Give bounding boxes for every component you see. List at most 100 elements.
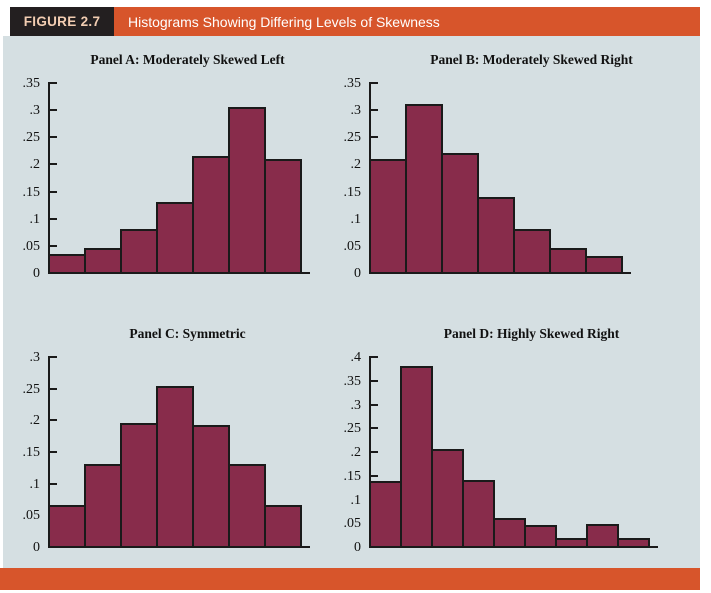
y-tick-mark: [371, 474, 378, 477]
y-axis-labels: .3 .25 .2 .15 .1 .05 0: [12, 350, 48, 555]
y-tick-label: 0: [33, 266, 40, 281]
panel-c-chart: .3 .25 .2 .15 .1 .05 0: [12, 350, 333, 555]
histogram-bar: [120, 229, 158, 274]
y-tick-mark: [50, 482, 57, 485]
y-tick-label: .25: [22, 130, 41, 146]
y-tick-label: .35: [343, 76, 362, 91]
y-tick-label: .2: [350, 445, 362, 460]
histogram-bar: [477, 197, 515, 274]
panel-b-chart: .35 .3 .25 .2 .15 .1 .05 0: [333, 76, 700, 281]
y-tick-mark: [50, 419, 57, 422]
y-tick-label: .1: [29, 476, 41, 492]
bars-group: [48, 107, 302, 274]
panel-a-title: Panel A: Moderately Skewed Left: [90, 52, 285, 67]
histogram-bar: [48, 254, 86, 274]
figure-number-label: FIGURE 2.7: [10, 7, 114, 36]
histogram-bar: [462, 480, 495, 548]
y-tick-mark: [50, 82, 57, 84]
y-tick-mark: [50, 356, 57, 358]
y-tick-mark: [50, 217, 57, 220]
histogram-bar: [192, 425, 230, 548]
y-tick-label: .05: [343, 516, 362, 532]
y-tick-label: 0: [354, 540, 361, 555]
histogram-bar: [156, 202, 194, 274]
y-tick-mark: [371, 379, 378, 382]
plot-area: [48, 82, 310, 274]
y-tick-label: .15: [343, 184, 362, 200]
y-tick-mark: [371, 427, 378, 430]
y-tick-mark: [50, 190, 57, 193]
y-tick-label: .1: [29, 211, 41, 227]
panel-c: Panel C: Symmetric .3 .25 .2 .15 .1 .05 0: [3, 300, 333, 568]
figure-content: Panel A: Moderately Skewed Left .35 .3 .25…: [3, 36, 700, 568]
y-tick-mark: [50, 163, 57, 166]
panel-a-chart: .35 .3 .25 .2 .15 .1 .05 0: [12, 76, 333, 281]
histogram-bar: [228, 464, 266, 548]
y-tick-label: .3: [29, 350, 41, 365]
y-tick-mark: [50, 109, 57, 112]
histogram-bar: [156, 386, 194, 548]
y-tick-mark: [371, 451, 378, 453]
y-tick-label: .4: [350, 350, 362, 365]
histogram-bar: [264, 505, 302, 548]
y-tick-label: .25: [343, 130, 362, 146]
y-tick-label: .3: [29, 103, 41, 119]
histogram-bar: [524, 525, 557, 548]
y-tick-label: .15: [343, 468, 362, 484]
y-tick-mark: [371, 403, 378, 406]
y-tick-label: .1: [350, 492, 362, 508]
y-tick-label: .2: [350, 157, 362, 173]
histogram-bar: [369, 481, 402, 548]
histogram-bar: [617, 538, 650, 548]
histogram-bar: [192, 156, 230, 274]
histogram-bar: [48, 505, 86, 548]
panel-b: Panel B: Moderately Skewed Right .35 .3 .2…: [333, 36, 700, 300]
y-tick-label: .15: [22, 184, 41, 200]
histogram-bar: [84, 464, 122, 548]
histogram-bar: [369, 159, 407, 274]
bars-group: [48, 386, 302, 548]
histogram-bar: [585, 256, 623, 274]
y-tick-mark: [371, 136, 378, 139]
histogram-bar: [513, 229, 551, 274]
histogram-bar: [405, 104, 443, 274]
y-tick-label: .15: [22, 445, 41, 460]
y-tick-label: .1: [350, 211, 362, 227]
y-tick-mark: [371, 109, 378, 112]
y-axis-labels: .35 .3 .25 .2 .15 .1 .05 0: [333, 76, 369, 281]
y-tick-label: .05: [22, 508, 41, 524]
histogram-bar: [264, 159, 302, 274]
histogram-bar: [586, 524, 619, 548]
panel-d: Panel D: Highly Skewed Right .4 .35 .3 .25.…: [333, 300, 700, 568]
y-tick-mark: [50, 451, 57, 453]
y-tick-mark: [50, 136, 57, 139]
y-tick-label: .3: [350, 397, 362, 413]
panel-b-title: Panel B: Moderately Skewed Right: [430, 52, 633, 67]
y-tick-label: .05: [343, 238, 362, 254]
y-tick-mark: [371, 356, 378, 358]
panel-a: Panel A: Moderately Skewed Left .35 .3 .25…: [3, 36, 333, 300]
y-tick-label: .3: [350, 103, 362, 119]
y-axis-labels: .35 .3 .25 .2 .15 .1 .05 0: [12, 76, 48, 281]
histogram-bar: [493, 518, 526, 548]
histogram-bar: [549, 248, 587, 274]
y-tick-mark: [50, 244, 57, 247]
footer-accent-bar: [0, 568, 700, 590]
figure-header: FIGURE 2.7 Histograms Showing Differing …: [10, 7, 700, 36]
y-axis-labels: .4 .35 .3 .25 .2 .15 .1 .05 0: [333, 350, 369, 555]
plot-area: [48, 356, 310, 548]
histogram-bar: [228, 107, 266, 274]
histogram-bar: [555, 538, 588, 548]
y-tick-label: .35: [343, 373, 362, 389]
y-tick-label: 0: [33, 540, 40, 555]
y-tick-label: .25: [22, 381, 41, 397]
y-tick-label: .05: [22, 238, 41, 254]
plot-area: [369, 356, 658, 548]
panel-d-title: Panel D: Highly Skewed Right: [443, 326, 620, 341]
panel-d-chart: .4 .35 .3 .25 .2 .15 .1 .05 0: [333, 350, 700, 555]
y-tick-label: .2: [29, 157, 41, 173]
y-tick-label: .2: [29, 413, 41, 429]
figure-title: Histograms Showing Differing Levels of S…: [114, 7, 700, 36]
histogram-bar: [441, 153, 479, 274]
